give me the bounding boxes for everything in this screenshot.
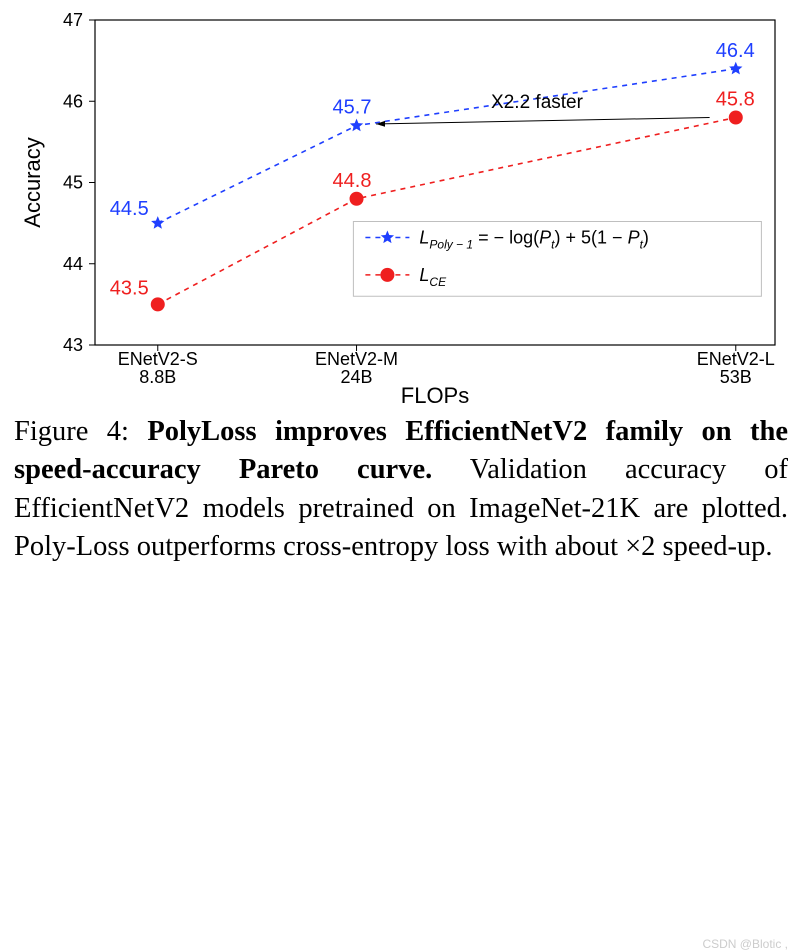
figure-caption: Figure 4: PolyLoss improves EfficientNet… xyxy=(10,413,792,567)
svg-text:8.8B: 8.8B xyxy=(139,367,176,387)
svg-text:44.5: 44.5 xyxy=(110,198,149,220)
svg-text:46: 46 xyxy=(63,91,83,111)
svg-text:43.5: 43.5 xyxy=(110,277,149,299)
svg-text:ENetV2-L: ENetV2-L xyxy=(697,349,775,369)
svg-text:45.7: 45.7 xyxy=(333,97,372,119)
svg-text:Accuracy: Accuracy xyxy=(20,137,45,227)
svg-text:43: 43 xyxy=(63,335,83,355)
svg-text:FLOPs: FLOPs xyxy=(401,383,469,405)
svg-text:45: 45 xyxy=(63,173,83,193)
watermark: CSDN @Blotic , xyxy=(702,937,788,951)
chart: 43 44 45 46 47 ENetV2-S8.8B ENetV2-M24B ENetV2-… xyxy=(10,10,792,405)
svg-text:46.4: 46.4 xyxy=(716,40,755,62)
caption-prefix: Figure 4: xyxy=(14,416,129,447)
svg-text:ENetV2-S: ENetV2-S xyxy=(118,349,198,369)
svg-text:X2.2 faster: X2.2 faster xyxy=(491,92,584,113)
svg-text:47: 47 xyxy=(63,10,83,30)
chart-svg: 43 44 45 46 47 ENetV2-S8.8B ENetV2-M24B ENetV2-… xyxy=(10,10,792,405)
svg-text:44: 44 xyxy=(63,254,83,274)
figure-container: 43 44 45 46 47 ENetV2-S8.8B ENetV2-M24B ENetV2-… xyxy=(10,10,792,567)
svg-text:44.8: 44.8 xyxy=(333,170,372,192)
svg-text:24B: 24B xyxy=(341,367,373,387)
svg-text:ENetV2-M: ENetV2-M xyxy=(315,349,398,369)
svg-text:45.8: 45.8 xyxy=(716,89,755,111)
svg-text:53B: 53B xyxy=(720,367,752,387)
